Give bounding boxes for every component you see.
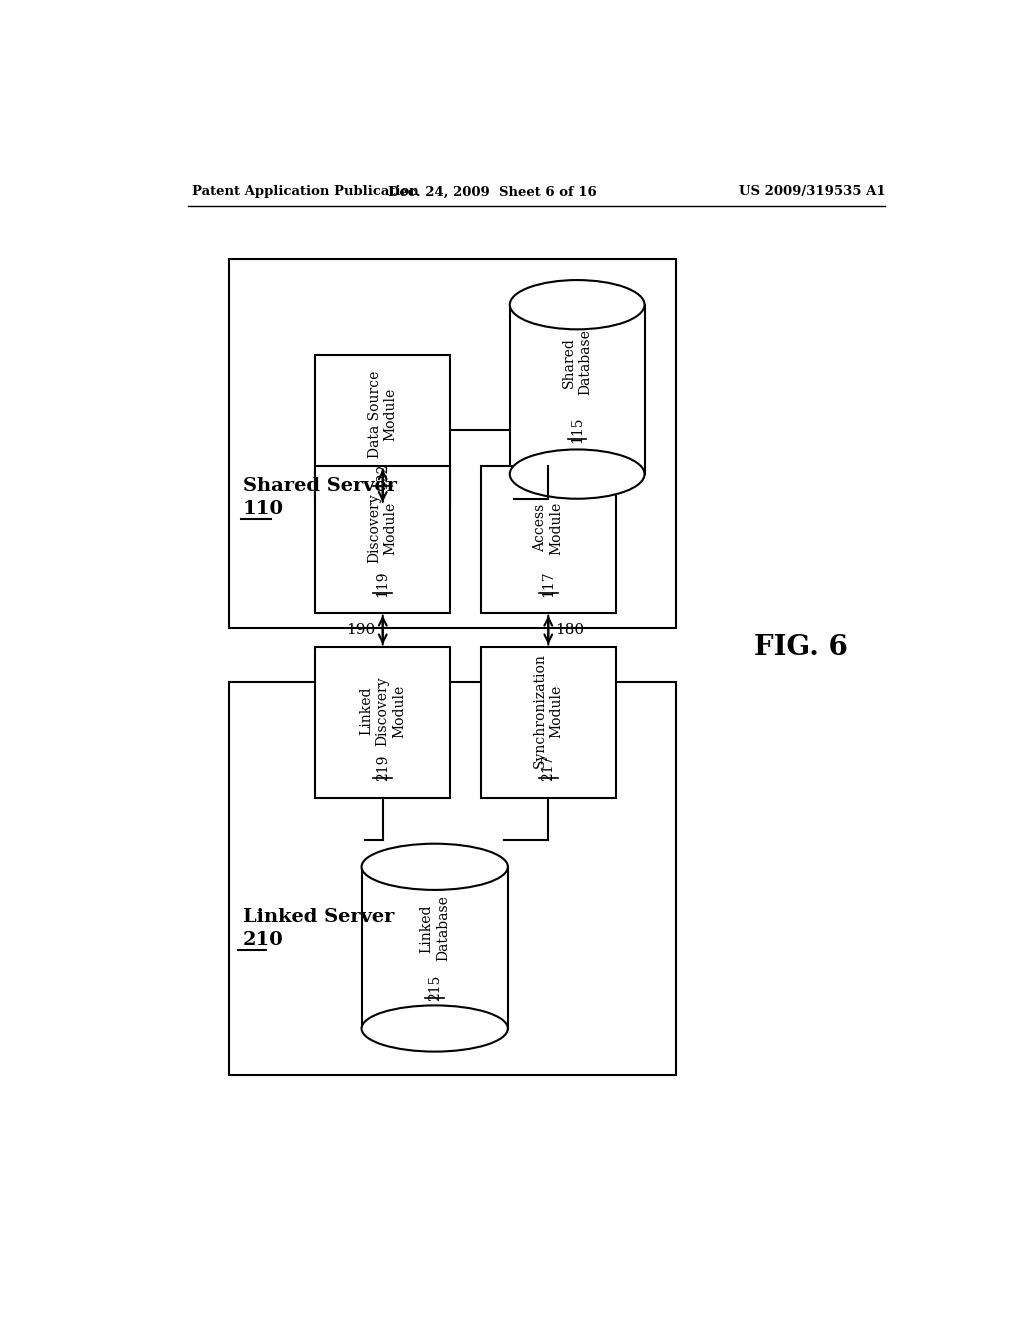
Text: Discovery
Module: Discovery Module xyxy=(368,494,398,562)
Text: Linked Server: Linked Server xyxy=(243,908,394,925)
Text: 210: 210 xyxy=(243,931,284,949)
Ellipse shape xyxy=(361,843,508,890)
Bar xyxy=(481,647,615,797)
Bar xyxy=(315,355,451,506)
Text: Shared Server: Shared Server xyxy=(243,477,397,495)
Text: 110: 110 xyxy=(243,500,284,517)
Bar xyxy=(315,466,451,612)
Bar xyxy=(361,867,508,1028)
Bar xyxy=(229,259,676,628)
Ellipse shape xyxy=(361,1006,508,1052)
Text: 180: 180 xyxy=(555,623,585,638)
Text: US 2009/319535 A1: US 2009/319535 A1 xyxy=(738,185,885,198)
Ellipse shape xyxy=(510,280,644,330)
Text: Linked
Discovery
Module: Linked Discovery Module xyxy=(359,676,406,746)
Bar xyxy=(510,305,644,474)
Text: Linked
Database: Linked Database xyxy=(420,895,450,961)
Text: Shared
Database: Shared Database xyxy=(562,330,592,396)
Bar xyxy=(481,466,615,612)
Text: 219: 219 xyxy=(376,755,390,781)
Text: FIG. 6: FIG. 6 xyxy=(754,634,848,661)
Text: 217: 217 xyxy=(542,755,555,781)
Text: Access
Module: Access Module xyxy=(534,502,563,554)
Bar xyxy=(229,682,676,1074)
Text: 115: 115 xyxy=(570,416,584,442)
Bar xyxy=(315,647,451,797)
Text: Data Source
Module: Data Source Module xyxy=(368,371,398,458)
Text: Patent Application Publication: Patent Application Publication xyxy=(193,185,419,198)
Text: 119: 119 xyxy=(376,570,390,597)
Ellipse shape xyxy=(510,450,644,499)
Text: 215: 215 xyxy=(428,974,441,1001)
Text: 190: 190 xyxy=(346,623,376,638)
Text: 122: 122 xyxy=(376,462,390,488)
Text: Synchronization
Module: Synchronization Module xyxy=(534,653,563,768)
Text: 117: 117 xyxy=(542,570,555,597)
Text: Dec. 24, 2009  Sheet 6 of 16: Dec. 24, 2009 Sheet 6 of 16 xyxy=(388,185,597,198)
